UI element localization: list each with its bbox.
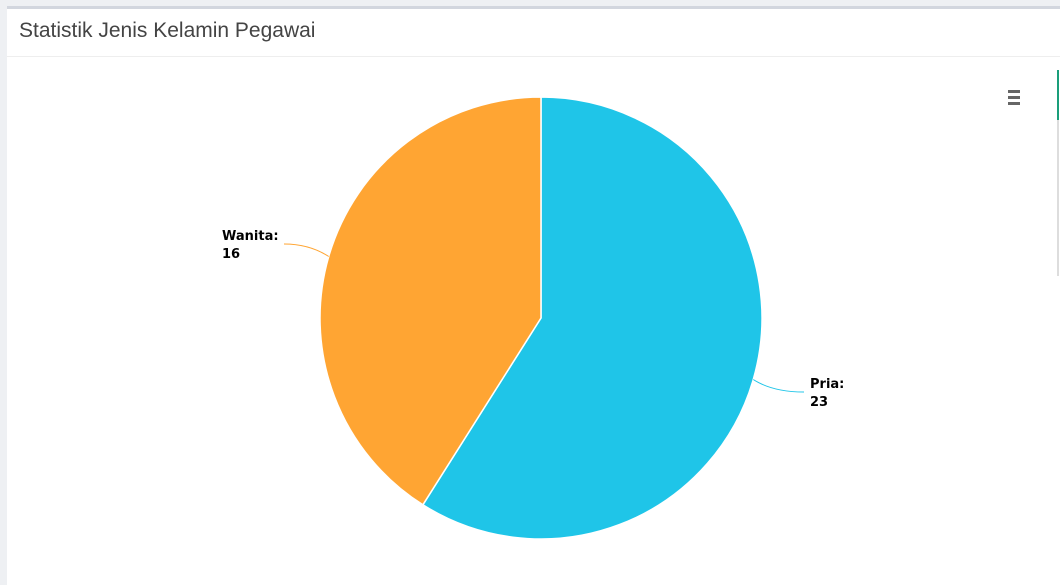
card-header: Statistik Jenis Kelamin Pegawai [7, 9, 1060, 57]
menu-button[interactable] [1008, 90, 1020, 105]
data-label-name: Pria: [810, 377, 844, 392]
chart-title: Statistik Jenis Kelamin Pegawai [19, 19, 316, 42]
pie-slice [421, 96, 763, 540]
menu-bar [1008, 102, 1020, 105]
label-connector [753, 379, 805, 393]
menu-bar [1008, 90, 1020, 93]
data-label-name: Wanita: [222, 229, 279, 244]
label-connector [283, 243, 329, 257]
data-label-value: 23 [810, 395, 828, 410]
menu-bar [1008, 96, 1020, 99]
data-label-value: 16 [222, 247, 240, 262]
